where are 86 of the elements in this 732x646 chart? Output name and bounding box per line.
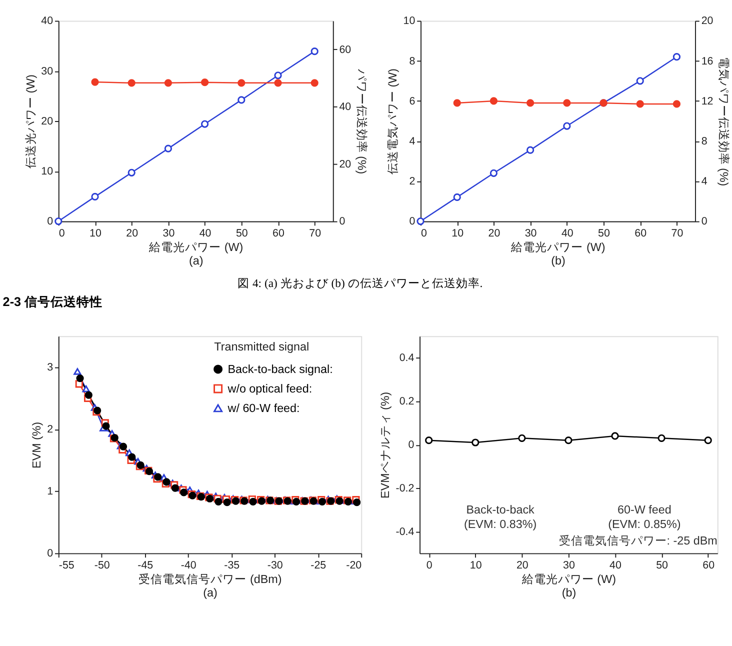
y-tick-label: 0 (47, 548, 54, 560)
y2-tick-label: 16 (701, 55, 714, 68)
y-tick-label: 0 (409, 216, 416, 228)
y-axis-title: EVMペナルティ (%) (378, 392, 392, 499)
y2-tick-label: 20 (339, 158, 352, 170)
text: (b) (562, 586, 576, 600)
x-tick-label: 10 (452, 227, 464, 240)
x-tick-label: 40 (561, 227, 574, 240)
x-tick-label: 30 (563, 559, 575, 572)
x-tick-label: 20 (126, 227, 138, 240)
x-tick-label: 70 (671, 227, 684, 240)
y2-tick-label: 0 (701, 216, 708, 228)
y-tick-label: 2 (47, 424, 54, 436)
x-tick-label: -50 (94, 559, 110, 572)
y-tick-label: 8 (409, 55, 416, 68)
x-tick-label: -20 (346, 559, 362, 572)
y2-tick-label: 0 (339, 216, 346, 228)
x-tick-label: -30 (267, 559, 283, 572)
x-tick-label: -55 (58, 559, 74, 572)
annotation: (EVM: 0.85%) (608, 518, 681, 531)
y2-tick-label: 60 (339, 44, 352, 56)
x-tick-label: 20 (516, 559, 528, 572)
y-tick-label: 6 (409, 95, 416, 108)
x-tick-label: 60 (702, 559, 715, 572)
x-axis-title: 給電光パワー (W) (520, 572, 616, 586)
y-tick-label: 0 (408, 439, 414, 452)
y-tick-label: 1 (47, 486, 54, 498)
text: (a) (203, 586, 218, 600)
x-tick-label: 60 (634, 227, 647, 240)
annotation: 60-W feed (617, 503, 672, 516)
x-tick-label: -25 (310, 559, 326, 572)
y-tick-label: 0.2 (399, 396, 414, 408)
x-tick-label: -40 (180, 559, 196, 572)
text: (b) (551, 254, 566, 268)
annotation: Transmitted signal (214, 340, 310, 354)
x-axis-title: 給電光パワー (W) (510, 240, 606, 254)
x-tick-label: 70 (309, 227, 322, 240)
y-axis-title: 伝送光パワー (W) (24, 74, 38, 169)
x-tick-label: 0 (426, 559, 432, 572)
x-tick-label: 20 (488, 227, 500, 240)
legend-label: Back-to-back signal: (228, 363, 333, 376)
x-tick-label: -35 (224, 559, 240, 572)
y-tick-label: 2 (409, 176, 416, 188)
x-tick-label: 10 (90, 227, 102, 240)
annotation: (EVM: 0.83%) (464, 518, 537, 531)
y-axis-title: 伝送電気パワー (W) (386, 68, 400, 175)
x-tick-label: 0 (420, 227, 427, 240)
y2-tick-label: 8 (701, 135, 708, 148)
y2-tick-label: 20 (701, 15, 714, 28)
y-tick-label: 0 (47, 216, 54, 228)
x-tick-label: 50 (656, 559, 668, 572)
y-tick-label: -0.4 (396, 526, 414, 538)
x-axis-title: 受信電気信号パワー (dBm) (138, 572, 282, 586)
y-tick-label: 20 (41, 115, 54, 128)
y-tick-label: 0.4 (399, 352, 414, 364)
y-tick-label: 30 (41, 65, 54, 78)
annotation: 受信電気信号パワー: -25 dBm (558, 534, 718, 548)
x-tick-label: 10 (470, 559, 482, 572)
y-tick-label: 10 (403, 15, 416, 28)
x-tick-label: 40 (199, 227, 212, 240)
y2-tick-label: 12 (701, 95, 714, 108)
x-tick-label: 30 (524, 227, 537, 240)
x-tick-label: 0 (58, 227, 65, 240)
x-tick-label: 50 (598, 227, 610, 240)
y-tick-label: 3 (47, 362, 54, 374)
x-tick-label: -45 (138, 559, 154, 572)
x-tick-label: 60 (272, 227, 284, 240)
x-tick-label: 50 (236, 227, 248, 240)
caption: 図 4: (a) 光および (b) の伝送パワーと伝送効率. (238, 276, 483, 290)
y2-tick-label: 40 (339, 101, 352, 114)
y-axis-title: EVM (%) (30, 422, 44, 469)
y-tick-label: 4 (409, 135, 416, 148)
x-tick-label: 30 (162, 227, 175, 240)
legend-label: w/ 60-W feed: (226, 402, 300, 416)
x-axis-title: 給電光パワー (W) (148, 240, 244, 254)
y2-tick-label: 4 (701, 176, 708, 188)
y-tick-label: -0.2 (396, 482, 414, 494)
y2-axis-title: パワー伝送効率 (%) (354, 68, 369, 174)
y-tick-label: 40 (41, 15, 54, 28)
y-tick-label: 10 (41, 166, 54, 178)
annotation: Back-to-back (466, 503, 535, 516)
chart-title: 2-3 信号伝送特性 (2, 294, 103, 309)
text: (a) (189, 254, 204, 268)
y2-axis-title: 電気パワー伝送効率 (%) (717, 56, 732, 186)
legend-label: w/o optical feed: (226, 382, 312, 396)
x-tick-label: 40 (610, 559, 622, 572)
